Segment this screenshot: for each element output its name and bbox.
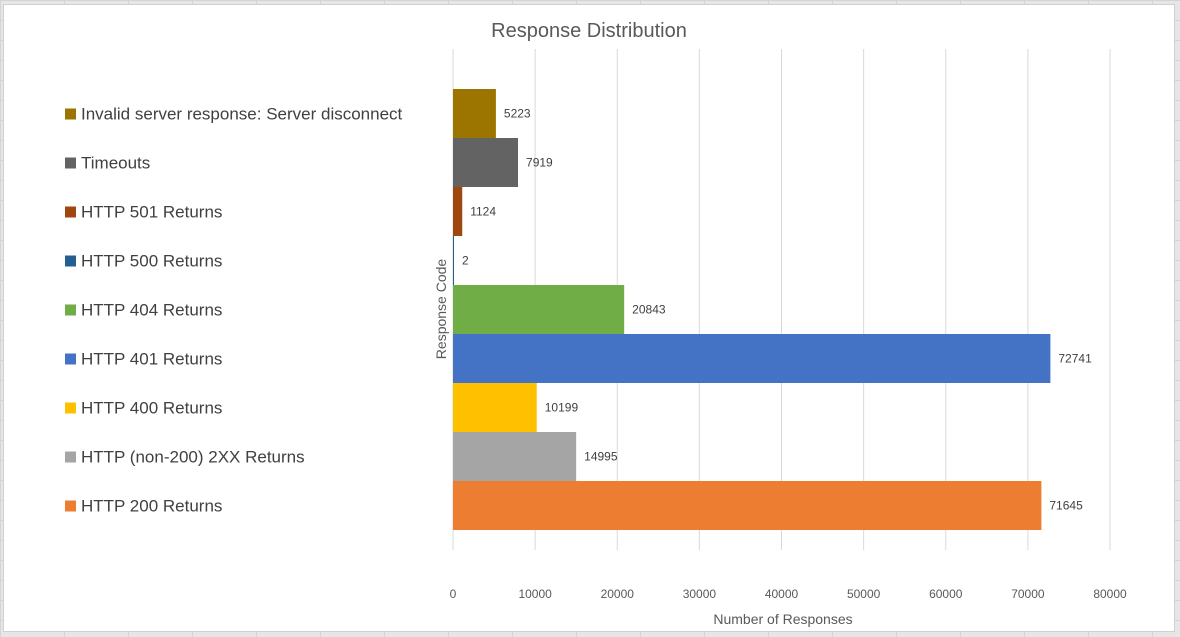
x-tick-label: 10000 [518, 587, 552, 601]
bar[interactable] [453, 187, 463, 236]
data-label: 5223 [504, 107, 531, 121]
legend-swatch [65, 255, 76, 267]
legend-swatch [65, 157, 76, 169]
data-label: 72741 [1058, 352, 1092, 366]
bars-group: 5223 7919 1124 2 20843 72741 10199 14995 71645 [453, 89, 1092, 530]
x-tick-label: 40000 [765, 587, 799, 601]
x-tick-label: 30000 [683, 587, 717, 601]
legend-label: Timeouts [81, 154, 150, 173]
bar[interactable] [453, 89, 496, 138]
legend-label: Invalid server response: Server disconne… [81, 105, 403, 124]
legend: Invalid server response: Server disconne… [65, 105, 403, 516]
chart-title: Response Distribution [491, 20, 687, 42]
data-label: 1124 [470, 205, 496, 219]
bar[interactable] [453, 285, 625, 334]
legend-swatch [65, 108, 76, 120]
chart-area[interactable]: Response Distribution 5223 7919 1124 2 20843… [3, 4, 1175, 632]
legend-swatch [65, 304, 76, 316]
bar[interactable] [453, 138, 519, 187]
y-axis-title: Response Code [433, 259, 449, 360]
x-tick-label: 60000 [929, 587, 963, 601]
x-tick-label: 20000 [601, 587, 635, 601]
data-label: 20843 [632, 303, 666, 317]
data-label: 7919 [526, 156, 553, 170]
x-tick-label: 70000 [1011, 587, 1045, 601]
legend-label: HTTP 401 Returns [81, 350, 222, 369]
legend-swatch [65, 353, 76, 365]
data-label: 10199 [545, 401, 579, 415]
legend-label: HTTP 400 Returns [81, 399, 222, 418]
x-tick-label: 80000 [1093, 587, 1127, 601]
legend-swatch [65, 206, 76, 218]
bar[interactable] [453, 236, 454, 285]
bar[interactable] [453, 481, 1042, 530]
x-tick-label: 0 [450, 587, 457, 601]
bar[interactable] [453, 432, 577, 481]
data-label: 14995 [584, 450, 618, 464]
legend-swatch [65, 500, 76, 512]
legend-label: HTTP 404 Returns [81, 301, 222, 320]
x-tick-label: 50000 [847, 587, 881, 601]
legend-swatch [65, 402, 76, 414]
legend-label: HTTP 501 Returns [81, 203, 222, 222]
response-distribution-chart: Response Distribution 5223 7919 1124 2 20843… [65, 20, 1127, 627]
x-axis-ticks: 0 10000 20000 30000 40000 50000 60000 70000 8000… [450, 587, 1127, 601]
data-label: 2 [462, 254, 469, 268]
legend-label: HTTP (non-200) 2XX Returns [81, 448, 305, 467]
x-axis-title: Number of Responses [713, 611, 852, 627]
legend-label: HTTP 500 Returns [81, 252, 222, 271]
data-label: 71645 [1049, 499, 1083, 513]
bar[interactable] [453, 334, 1051, 383]
legend-label: HTTP 200 Returns [81, 497, 222, 516]
bar[interactable] [453, 383, 537, 432]
legend-swatch [65, 451, 76, 463]
